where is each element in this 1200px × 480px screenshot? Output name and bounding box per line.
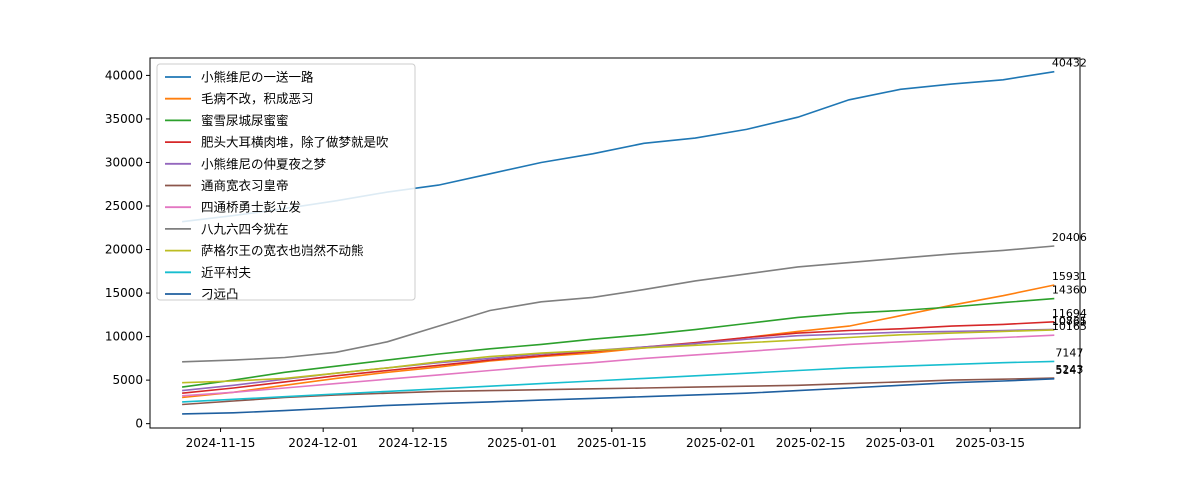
y-tick-label: 15000 [105,286,143,300]
legend-entry-label: 通商宽衣习皇帝 [201,178,289,193]
end-value-label: 20406 [1052,231,1087,244]
end-value-label: 40432 [1052,57,1087,70]
end-value-label: 10765 [1052,315,1087,328]
end-value-label: 7147 [1055,346,1083,359]
legend-entry-label: 近平村夫 [201,265,252,280]
x-tick-label: 2024-12-01 [288,436,358,450]
series-line [182,360,1055,403]
legend-entry-label: 小熊维尼の仲夏夜之梦 [201,156,327,171]
series-line [182,284,1055,399]
end-value-label: 15931 [1052,270,1087,283]
y-tick-label: 40000 [105,68,143,82]
series-line [182,377,1055,406]
legend: 小熊维尼の一送一路毛病不改，积成恶习蜜雪尿城尿蜜蜜肥头大耳横肉堆，除了做梦就是吹… [156,63,416,302]
legend-entry-label: 小熊维尼の一送一路 [201,70,314,85]
series-line [181,297,1055,388]
legend-entry-label: 萨格尔王の宽衣也岿然不动熊 [201,243,364,258]
x-tick-label: 2025-03-15 [955,436,1025,450]
y-tick-label: 5000 [112,373,143,387]
series-lines [181,70,1055,415]
y-tick-label: 35000 [105,112,143,126]
series-line [182,329,1055,384]
x-tick-label: 2025-03-01 [866,436,936,450]
axes: 2024-11-15 2024-12-01 2024-12-15 2025-01-01… [105,57,1081,450]
legend-entry-label: 八九六四今犹在 [201,221,289,236]
y-tick-label: 0 [135,417,143,431]
legend-entry-label: 刁远凸 [201,287,239,302]
legend-entry-label: 蜜雪尿城尿蜜蜜 [201,113,289,128]
end-value-label: 5243 [1055,363,1083,376]
y-tick-label: 10000 [105,330,143,344]
end-value-label: 11694 [1052,307,1087,320]
plot-frame [149,57,1081,429]
x-tick-label: 2025-01-01 [487,436,557,450]
series-line [182,334,1055,397]
y-tick-label: 20000 [105,243,143,257]
legend-entry-label: 毛病不改，积成恶习 [201,91,314,106]
y-tick-label: 25000 [105,199,143,213]
x-tick-label: 2024-11-15 [186,436,256,450]
series-line [182,245,1055,363]
x-tick-label: 2025-02-15 [776,436,846,450]
legend-box [156,63,416,301]
y-tick-label: 30000 [105,155,143,169]
legend-entry-label: 肥头大耳横肉堆，除了做梦就是吹 [201,135,389,150]
end-value-label: 5147 [1055,364,1083,377]
legend-entry-label: 四通桥勇士彭立发 [201,200,302,215]
end-value-label: 10165 [1052,320,1087,333]
end-value-label: 14360 [1052,284,1087,297]
series-line [182,378,1055,415]
x-tick-label: 2025-01-15 [577,436,647,450]
x-tick-label: 2025-02-01 [686,436,756,450]
end-value-label: 10831 [1052,314,1087,327]
x-tick-label: 2024-12-15 [378,436,448,450]
